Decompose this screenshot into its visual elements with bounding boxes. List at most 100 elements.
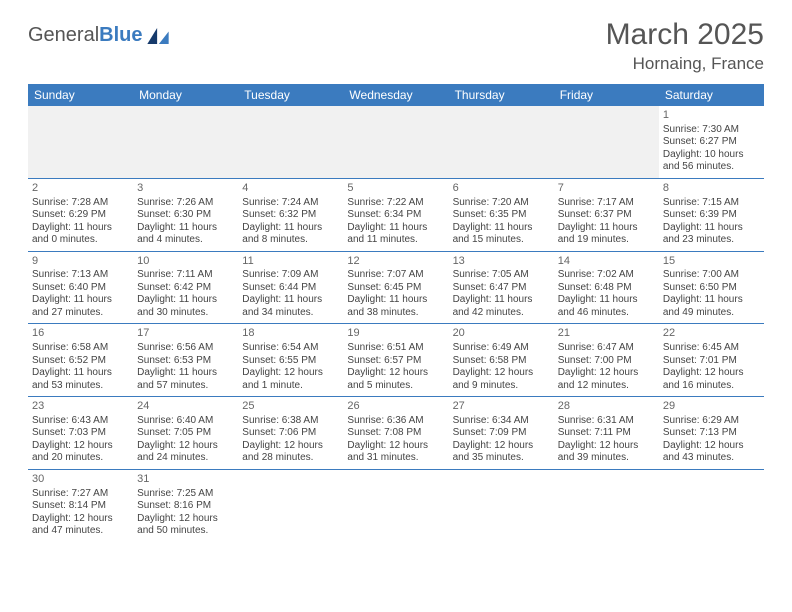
calendar-cell: 29Sunrise: 6:29 AMSunset: 7:13 PMDayligh…: [659, 397, 764, 470]
sunset-text: Sunset: 6:44 PM: [242, 282, 339, 295]
sunset-text: Sunset: 6:50 PM: [663, 282, 760, 295]
day-number: 21: [558, 327, 655, 341]
day-number: 16: [32, 327, 129, 341]
day-header: Tuesday: [238, 84, 343, 106]
calendar-cell: 19Sunrise: 6:51 AMSunset: 6:57 PMDayligh…: [343, 324, 448, 397]
day-number: 18: [242, 327, 339, 341]
day-number: 28: [558, 400, 655, 414]
day-header: Wednesday: [343, 84, 448, 106]
calendar-cell: 3Sunrise: 7:26 AMSunset: 6:30 PMDaylight…: [133, 178, 238, 251]
sunrise-text: Sunrise: 7:22 AM: [347, 197, 444, 210]
day-number: 14: [558, 255, 655, 269]
day-number: 17: [137, 327, 234, 341]
calendar-cell: 14Sunrise: 7:02 AMSunset: 6:48 PMDayligh…: [554, 251, 659, 324]
calendar-cell: 26Sunrise: 6:36 AMSunset: 7:08 PMDayligh…: [343, 397, 448, 470]
sunrise-text: Sunrise: 7:15 AM: [663, 197, 760, 210]
calendar-cell: 8Sunrise: 7:15 AMSunset: 6:39 PMDaylight…: [659, 178, 764, 251]
daylight-text: Daylight: 11 hours and 42 minutes.: [453, 294, 550, 319]
sunset-text: Sunset: 6:39 PM: [663, 209, 760, 222]
sunset-text: Sunset: 6:48 PM: [558, 282, 655, 295]
day-number: 13: [453, 255, 550, 269]
daylight-text: Daylight: 12 hours and 47 minutes.: [32, 513, 129, 538]
sunset-text: Sunset: 8:16 PM: [137, 500, 234, 513]
day-number: 22: [663, 327, 760, 341]
logo-word2: Blue: [99, 24, 142, 46]
daylight-text: Daylight: 11 hours and 0 minutes.: [32, 222, 129, 247]
daylight-text: Daylight: 11 hours and 57 minutes.: [137, 367, 234, 392]
calendar-week: 2Sunrise: 7:28 AMSunset: 6:29 PMDaylight…: [28, 178, 764, 251]
daylight-text: Daylight: 11 hours and 49 minutes.: [663, 294, 760, 319]
calendar-week: 16Sunrise: 6:58 AMSunset: 6:52 PMDayligh…: [28, 324, 764, 397]
daylight-text: Daylight: 11 hours and 23 minutes.: [663, 222, 760, 247]
daylight-text: Daylight: 11 hours and 46 minutes.: [558, 294, 655, 319]
day-number: 11: [242, 255, 339, 269]
daylight-text: Daylight: 12 hours and 50 minutes.: [137, 513, 234, 538]
day-header: Friday: [554, 84, 659, 106]
day-number: 12: [347, 255, 444, 269]
calendar-cell: 18Sunrise: 6:54 AMSunset: 6:55 PMDayligh…: [238, 324, 343, 397]
sunrise-text: Sunrise: 7:25 AM: [137, 488, 234, 501]
sunset-text: Sunset: 7:03 PM: [32, 427, 129, 440]
daylight-text: Daylight: 12 hours and 5 minutes.: [347, 367, 444, 392]
sunrise-text: Sunrise: 7:28 AM: [32, 197, 129, 210]
daylight-text: Daylight: 11 hours and 27 minutes.: [32, 294, 129, 319]
calendar-cell: 31Sunrise: 7:25 AMSunset: 8:16 PMDayligh…: [133, 469, 238, 541]
sunset-text: Sunset: 7:08 PM: [347, 427, 444, 440]
sunset-text: Sunset: 6:37 PM: [558, 209, 655, 222]
day-number: 1: [663, 109, 760, 123]
sunset-text: Sunset: 6:45 PM: [347, 282, 444, 295]
calendar-week: 1Sunrise: 7:30 AMSunset: 6:27 PMDaylight…: [28, 106, 764, 178]
calendar-cell: [554, 106, 659, 178]
day-number: 8: [663, 182, 760, 196]
daylight-text: Daylight: 12 hours and 39 minutes.: [558, 440, 655, 465]
calendar-cell: [449, 106, 554, 178]
sunset-text: Sunset: 6:32 PM: [242, 209, 339, 222]
daylight-text: Daylight: 12 hours and 16 minutes.: [663, 367, 760, 392]
sunrise-text: Sunrise: 7:07 AM: [347, 269, 444, 282]
sunset-text: Sunset: 7:11 PM: [558, 427, 655, 440]
calendar-header-row: SundayMondayTuesdayWednesdayThursdayFrid…: [28, 84, 764, 106]
daylight-text: Daylight: 11 hours and 34 minutes.: [242, 294, 339, 319]
calendar-cell: [343, 106, 448, 178]
calendar-cell: [343, 469, 448, 541]
calendar-cell: 27Sunrise: 6:34 AMSunset: 7:09 PMDayligh…: [449, 397, 554, 470]
day-header: Monday: [133, 84, 238, 106]
sunrise-text: Sunrise: 6:38 AM: [242, 415, 339, 428]
daylight-text: Daylight: 12 hours and 24 minutes.: [137, 440, 234, 465]
day-number: 20: [453, 327, 550, 341]
calendar-cell: [133, 106, 238, 178]
title-block: March 2025 Hornaing, France: [606, 18, 764, 74]
calendar-cell: 23Sunrise: 6:43 AMSunset: 7:03 PMDayligh…: [28, 397, 133, 470]
day-number: 6: [453, 182, 550, 196]
calendar-table: SundayMondayTuesdayWednesdayThursdayFrid…: [28, 84, 764, 542]
day-number: 30: [32, 473, 129, 487]
day-header: Saturday: [659, 84, 764, 106]
calendar-cell: 1Sunrise: 7:30 AMSunset: 6:27 PMDaylight…: [659, 106, 764, 178]
sunset-text: Sunset: 6:42 PM: [137, 282, 234, 295]
calendar-cell: 28Sunrise: 6:31 AMSunset: 7:11 PMDayligh…: [554, 397, 659, 470]
calendar-week: 30Sunrise: 7:27 AMSunset: 8:14 PMDayligh…: [28, 469, 764, 541]
day-number: 19: [347, 327, 444, 341]
sunrise-text: Sunrise: 7:11 AM: [137, 269, 234, 282]
sunrise-text: Sunrise: 6:40 AM: [137, 415, 234, 428]
sunset-text: Sunset: 6:35 PM: [453, 209, 550, 222]
calendar-cell: 4Sunrise: 7:24 AMSunset: 6:32 PMDaylight…: [238, 178, 343, 251]
calendar-cell: 30Sunrise: 7:27 AMSunset: 8:14 PMDayligh…: [28, 469, 133, 541]
logo: GeneralBlue: [28, 18, 169, 47]
daylight-text: Daylight: 12 hours and 35 minutes.: [453, 440, 550, 465]
calendar-cell: [28, 106, 133, 178]
daylight-text: Daylight: 12 hours and 20 minutes.: [32, 440, 129, 465]
sunrise-text: Sunrise: 7:09 AM: [242, 269, 339, 282]
daylight-text: Daylight: 12 hours and 1 minute.: [242, 367, 339, 392]
day-number: 31: [137, 473, 234, 487]
sunrise-text: Sunrise: 7:05 AM: [453, 269, 550, 282]
sunset-text: Sunset: 6:53 PM: [137, 355, 234, 368]
sunset-text: Sunset: 7:09 PM: [453, 427, 550, 440]
calendar-cell: 11Sunrise: 7:09 AMSunset: 6:44 PMDayligh…: [238, 251, 343, 324]
sunset-text: Sunset: 8:14 PM: [32, 500, 129, 513]
logo-word1: General: [28, 24, 99, 46]
day-number: 3: [137, 182, 234, 196]
sunrise-text: Sunrise: 7:24 AM: [242, 197, 339, 210]
calendar-cell: [238, 106, 343, 178]
calendar-cell: 22Sunrise: 6:45 AMSunset: 7:01 PMDayligh…: [659, 324, 764, 397]
